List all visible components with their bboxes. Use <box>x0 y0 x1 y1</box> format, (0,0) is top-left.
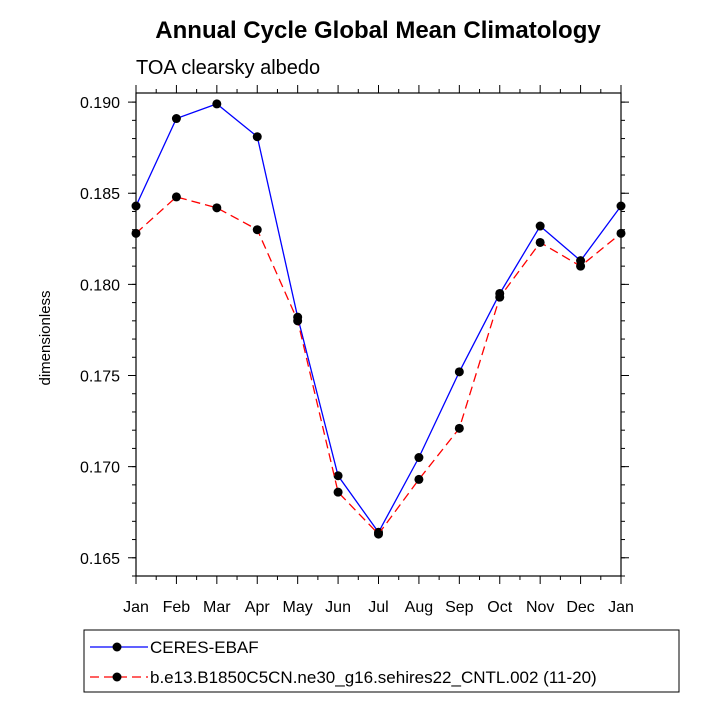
y-tick-label: 0.190 <box>80 95 120 112</box>
legend-item-ceres: CERES-EBAF <box>90 638 259 657</box>
data-point <box>454 367 464 377</box>
x-tick-label: Aug <box>405 599 433 616</box>
series-line <box>135 196 622 536</box>
x-tick-label: Dec <box>566 599 594 616</box>
data-point <box>252 132 262 142</box>
x-tick-label: Jan <box>608 599 634 616</box>
data-point <box>212 99 222 109</box>
legend-item-model: b.e13.B1850C5CN.ne30_g16.sehires22_CNTL.… <box>90 668 597 687</box>
series-1 <box>131 192 626 539</box>
x-tick-label: Feb <box>163 599 191 616</box>
y-tick-label: 0.170 <box>80 460 120 477</box>
x-tick-label: May <box>283 599 313 616</box>
data-point <box>171 192 181 202</box>
x-tick-label: Sep <box>445 599 474 616</box>
data-point <box>212 203 222 213</box>
data-point <box>333 471 343 481</box>
y-tick-label: 0.175 <box>80 369 120 386</box>
x-tick-labels: Jan Feb Mar Apr May Jun Jul Aug Sep Oct Nov Dec Jan <box>123 599 634 616</box>
x-tick-label: Oct <box>487 599 512 616</box>
legend-marker-ceres <box>112 642 122 652</box>
data-point <box>252 225 262 235</box>
x-tick-label: Apr <box>245 599 271 616</box>
data-point <box>414 453 424 463</box>
legend-box <box>83 629 680 693</box>
x-tick-label: Jul <box>368 599 388 616</box>
data-point <box>293 316 303 326</box>
data-point <box>535 221 545 231</box>
y-tick-label: 0.185 <box>80 186 120 203</box>
legend-label-ceres: CERES-EBAF <box>150 638 259 657</box>
data-point <box>495 292 505 302</box>
y-tick-label: 0.180 <box>80 277 120 294</box>
x-tick-label: Nov <box>526 599 554 616</box>
y-tick-labels: 0.165 0.170 0.175 0.180 0.185 0.190 <box>80 95 120 568</box>
legend-marker-model <box>112 672 122 682</box>
data-point <box>374 529 383 539</box>
data-point <box>333 487 343 497</box>
plot-area <box>128 85 629 584</box>
legend: CERES-EBAF b.e13.B1850C5CN.ne30_g16.sehi… <box>83 629 680 693</box>
x-tick-label: Jan <box>123 599 149 616</box>
chart-title: Annual Cycle Global Mean Climatology <box>155 17 601 44</box>
plot-frame <box>135 92 622 577</box>
series-lines <box>131 99 626 539</box>
data-point <box>535 237 545 247</box>
axis-ticks <box>128 85 629 584</box>
data-point <box>171 114 181 124</box>
y-axis-label: dimensionless <box>37 290 54 385</box>
chart-subtitle: TOA clearsky albedo <box>136 57 320 79</box>
series-0 <box>131 99 626 537</box>
data-point <box>576 261 586 271</box>
x-tick-label: Mar <box>203 599 231 616</box>
legend-label-model: b.e13.B1850C5CN.ne30_g16.sehires22_CNTL.… <box>150 668 597 687</box>
data-point <box>454 423 464 433</box>
series-line <box>135 103 622 534</box>
y-tick-label: 0.165 <box>80 551 120 568</box>
x-tick-label: Jun <box>325 599 351 616</box>
data-point <box>414 474 424 484</box>
